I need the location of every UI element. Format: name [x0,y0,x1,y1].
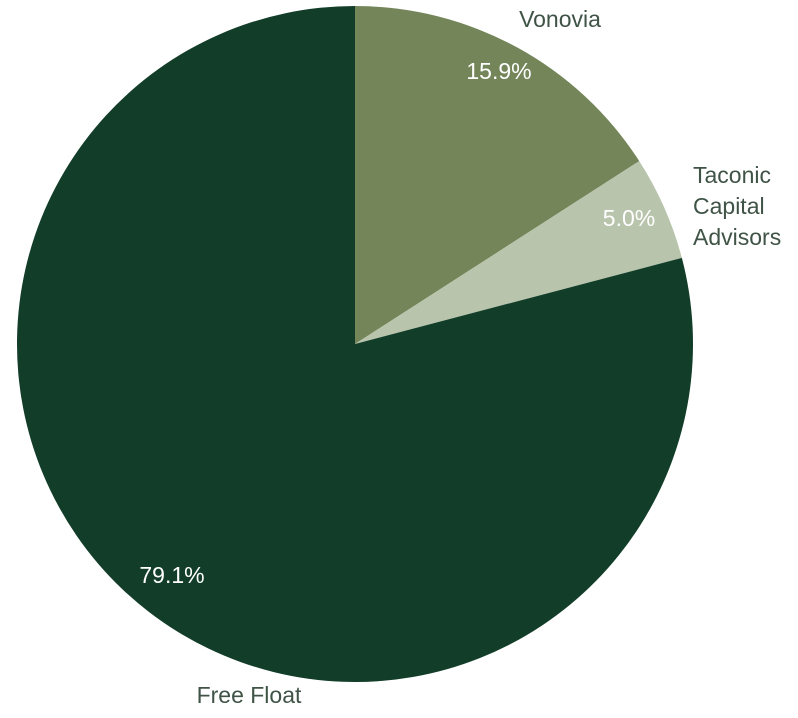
slice-category-label-line: Capital [693,193,765,219]
slice-category-label-line: Taconic [693,162,771,188]
slice-value-label: 79.1% [139,562,204,588]
pie-slice-taconic-capital-advisors [355,161,682,344]
slice-category-label-line: Vonovia [519,6,601,32]
slice-category-label-line: Advisors [693,224,781,250]
slice-category-label: Taconic Capital Advisors [693,162,781,250]
pie-slice-vonovia [355,6,640,344]
pie-labels: Vonovia 15.9% Taconic Capital Advisors 5.0% Fr… [139,6,781,708]
slice-category-label: Vonovia [519,6,601,32]
slice-category-label: Free Float [197,682,302,708]
pie-slices [16,6,693,683]
slice-value-label: 15.9% [466,58,531,84]
slice-value-label: 5.0% [603,205,655,231]
slice-category-label-line: Free Float [197,682,302,708]
pie-slice-free-float [16,6,693,683]
